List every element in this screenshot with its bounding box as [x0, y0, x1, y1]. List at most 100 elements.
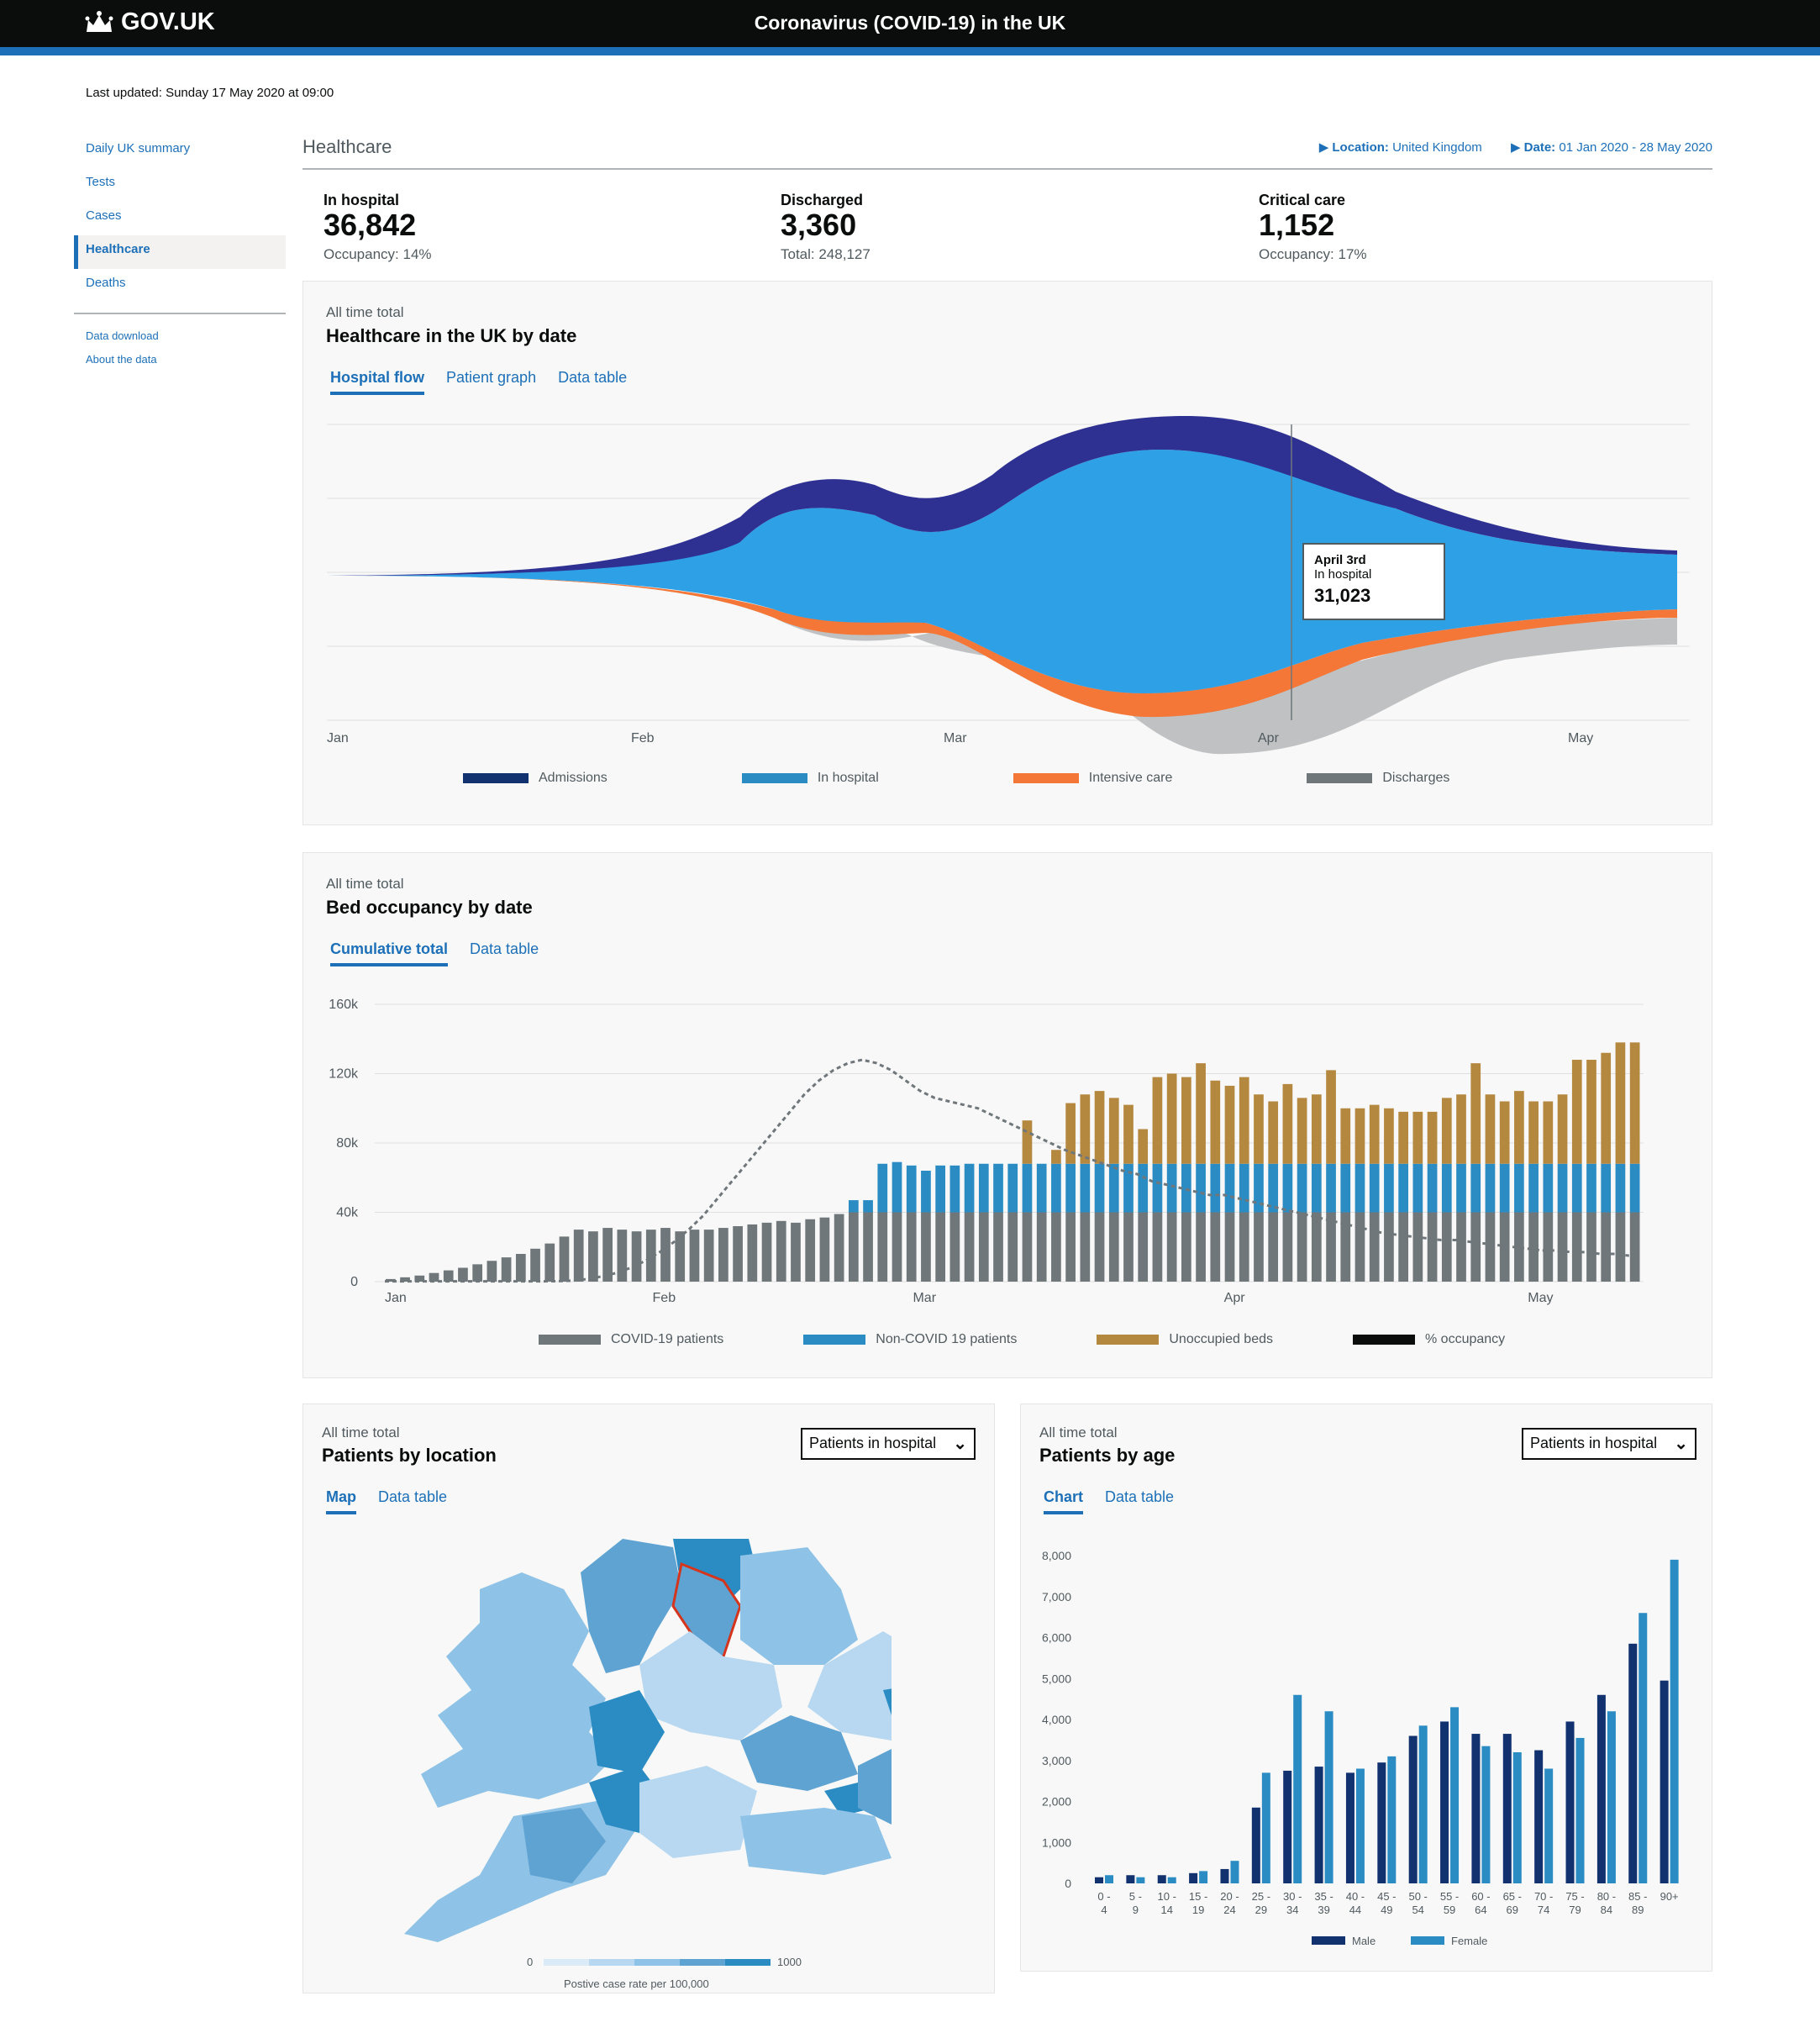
region-east-coast[interactable]: [883, 1682, 892, 1741]
bar-male[interactable]: [1534, 1750, 1544, 1883]
bar-covid[interactable]: [935, 1212, 946, 1282]
bar-covid[interactable]: [1138, 1212, 1149, 1282]
bar-noncovid[interactable]: [1571, 1163, 1582, 1213]
bar-covid[interactable]: [1065, 1212, 1076, 1282]
bar-male[interactable]: [1502, 1734, 1512, 1883]
bar-covid[interactable]: [1340, 1212, 1351, 1282]
bar-noncovid[interactable]: [921, 1171, 931, 1213]
bar-covid[interactable]: [1254, 1212, 1264, 1282]
bar-female[interactable]: [1167, 1877, 1176, 1883]
bar-covid[interactable]: [1456, 1212, 1466, 1282]
bar-female[interactable]: [1324, 1711, 1333, 1883]
bar-unoccupied[interactable]: [1470, 1063, 1481, 1164]
legend-admissions[interactable]: Admissions: [463, 771, 608, 786]
bar-noncovid[interactable]: [1311, 1163, 1322, 1213]
bar-covid[interactable]: [559, 1236, 570, 1282]
legend-covid-patients[interactable]: COVID-19 patients: [539, 1332, 723, 1347]
legend-non-covid-patients[interactable]: Non-COVID 19 patients: [803, 1332, 1017, 1347]
bar-covid[interactable]: [978, 1212, 989, 1282]
bar-noncovid[interactable]: [1615, 1163, 1626, 1213]
bar-unoccupied[interactable]: [1412, 1111, 1423, 1164]
bar-covid[interactable]: [892, 1212, 902, 1282]
bar-female[interactable]: [1481, 1746, 1491, 1883]
bar-female[interactable]: [1450, 1707, 1460, 1883]
bar-noncovid[interactable]: [1412, 1163, 1423, 1213]
nav-item-cases[interactable]: Cases: [86, 208, 122, 223]
bar-noncovid[interactable]: [1051, 1163, 1061, 1213]
bar-covid[interactable]: [1384, 1212, 1394, 1282]
bar-noncovid[interactable]: [1210, 1163, 1221, 1213]
legend-unoccupied-beds[interactable]: Unoccupied beds: [1097, 1332, 1273, 1347]
region-central[interactable]: [740, 1715, 858, 1791]
bar-covid[interactable]: [675, 1231, 686, 1282]
bar-unoccupied[interactable]: [1311, 1094, 1322, 1164]
bar-covid[interactable]: [805, 1219, 816, 1282]
bar-covid[interactable]: [848, 1212, 859, 1282]
bar-unoccupied[interactable]: [1239, 1077, 1249, 1164]
bar-noncovid[interactable]: [949, 1165, 960, 1213]
bar-covid[interactable]: [921, 1212, 931, 1282]
bar-unoccupied[interactable]: [1326, 1070, 1336, 1164]
bar-covid[interactable]: [819, 1217, 830, 1282]
bar-covid[interactable]: [1615, 1212, 1626, 1282]
legend-discharges[interactable]: Discharges: [1307, 771, 1449, 786]
bar-unoccupied[interactable]: [1398, 1111, 1408, 1164]
bar-unoccupied[interactable]: [1210, 1080, 1221, 1164]
bar-noncovid[interactable]: [978, 1163, 989, 1213]
bar-female[interactable]: [1136, 1877, 1145, 1883]
bar-covid[interactable]: [458, 1267, 468, 1282]
bar-unoccupied[interactable]: [1369, 1104, 1380, 1164]
bar-female[interactable]: [1544, 1768, 1554, 1884]
bar-noncovid[interactable]: [1543, 1163, 1554, 1213]
bar-covid[interactable]: [1152, 1212, 1163, 1282]
tab-map[interactable]: Map: [326, 1488, 356, 1514]
bar-noncovid[interactable]: [1007, 1163, 1018, 1213]
bar-noncovid[interactable]: [877, 1163, 888, 1213]
bar-noncovid[interactable]: [1384, 1163, 1394, 1213]
bar-male[interactable]: [1596, 1694, 1606, 1883]
region-devon[interactable]: [522, 1808, 606, 1883]
bar-unoccupied[interactable]: [1557, 1094, 1568, 1164]
nav-item-tests[interactable]: Tests: [86, 175, 116, 189]
bar-covid[interactable]: [1239, 1212, 1249, 1282]
bar-noncovid[interactable]: [1629, 1163, 1640, 1213]
bar-unoccupied[interactable]: [1051, 1150, 1061, 1164]
bar-noncovid[interactable]: [1022, 1163, 1033, 1213]
bar-noncovid[interactable]: [1514, 1163, 1524, 1213]
bar-noncovid[interactable]: [1065, 1163, 1076, 1213]
nav-item-daily-summary[interactable]: Daily UK summary: [86, 141, 191, 155]
tab-cumulative-total[interactable]: Cumulative total: [330, 940, 449, 966]
bar-unoccupied[interactable]: [1268, 1101, 1279, 1164]
nav-item-healthcare[interactable]: Healthcare: [74, 235, 286, 269]
bar-unoccupied[interactable]: [1384, 1108, 1394, 1164]
bar-unoccupied[interactable]: [1354, 1108, 1365, 1164]
bar-covid[interactable]: [949, 1212, 960, 1282]
bar-covid[interactable]: [834, 1214, 844, 1282]
bar-covid[interactable]: [1108, 1212, 1119, 1282]
bar-covid[interactable]: [1022, 1212, 1033, 1282]
bar-unoccupied[interactable]: [1152, 1077, 1163, 1164]
bar-covid[interactable]: [1514, 1212, 1524, 1282]
bar-male[interactable]: [1345, 1772, 1354, 1883]
bar-covid[interactable]: [733, 1226, 743, 1282]
nav-item-deaths[interactable]: Deaths: [86, 276, 126, 290]
bar-covid[interactable]: [515, 1254, 526, 1282]
bar-female[interactable]: [1607, 1711, 1616, 1883]
bar-female[interactable]: [1230, 1861, 1239, 1883]
bar-noncovid[interactable]: [964, 1163, 975, 1213]
location-filter[interactable]: ▶ Location: United Kingdom: [1318, 140, 1482, 155]
bar-covid[interactable]: [588, 1231, 598, 1282]
bar-female[interactable]: [1639, 1613, 1648, 1883]
bar-female[interactable]: [1355, 1768, 1365, 1884]
bar-covid[interactable]: [1369, 1212, 1380, 1282]
region-south-west[interactable]: [404, 1799, 639, 1942]
bar-male[interactable]: [1440, 1721, 1449, 1883]
tab-data-table[interactable]: Data table: [470, 940, 539, 957]
bar-male[interactable]: [1628, 1643, 1638, 1883]
bar-covid[interactable]: [747, 1224, 758, 1282]
bar-male[interactable]: [1095, 1877, 1103, 1883]
bar-covid[interactable]: [660, 1228, 671, 1282]
bar-noncovid[interactable]: [1557, 1163, 1568, 1213]
bar-noncovid[interactable]: [1166, 1163, 1177, 1213]
bar-covid[interactable]: [1051, 1212, 1061, 1282]
